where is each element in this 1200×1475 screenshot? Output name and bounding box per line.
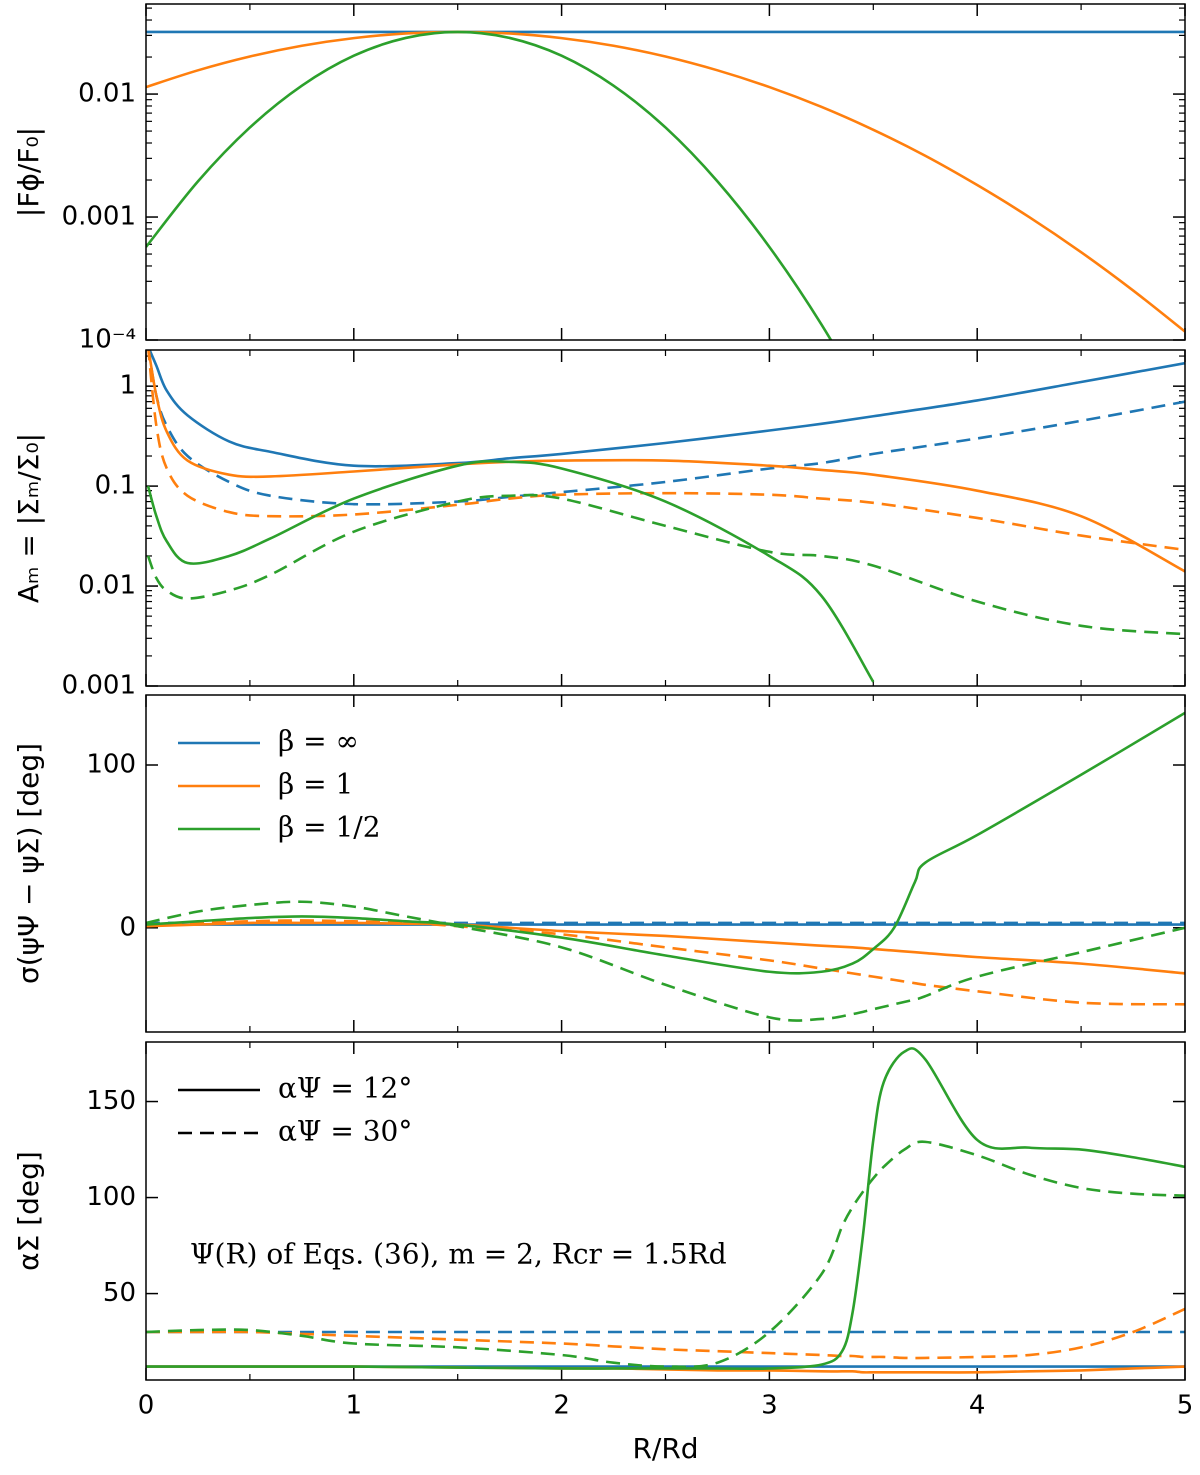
x-tick-label: 5	[1177, 1391, 1194, 1421]
line-series	[147, 350, 1185, 506]
line-series	[148, 350, 1185, 468]
x-tick-label: 2	[553, 1391, 570, 1421]
x-axis-label: R/Rd	[632, 1432, 698, 1465]
y-axis-label: σ(ψΨ − ψΣ) [deg]	[12, 743, 45, 984]
y-tick-label: 0	[119, 912, 136, 942]
line-series	[146, 1047, 1185, 1371]
y-tick-label: 0.01	[78, 571, 136, 601]
line-series	[147, 350, 1185, 573]
annotation: Ψ(R) of Eqs. (36), m = 2, Rcr = 1.5Rd	[190, 1238, 727, 1271]
series-group	[146, 1047, 1185, 1374]
y-axis-label: Aₘ = |Σₘ/Σ₀|	[12, 433, 45, 603]
line-series	[147, 350, 1185, 552]
legend-label: β = 1	[278, 768, 353, 801]
y-axis-label: αΣ [deg]	[12, 1151, 45, 1271]
series-group	[146, 350, 1185, 683]
plot-frame	[145, 694, 1186, 1033]
legend-label: β = ∞	[278, 725, 359, 758]
line-series	[146, 459, 875, 683]
y-tick-label: 150	[86, 1086, 136, 1116]
line-series	[146, 30, 1185, 333]
y-tick-label: 0.001	[62, 202, 136, 232]
legend-label: αΨ = 30°	[278, 1115, 412, 1148]
line-series	[146, 1307, 1185, 1360]
series-group	[146, 30, 1185, 340]
plot-frame	[145, 349, 1186, 687]
line-series	[146, 493, 1185, 636]
line-series	[146, 921, 1185, 975]
line-series	[146, 711, 1185, 975]
y-tick-label: 100	[86, 1182, 136, 1212]
y-tick-label: 10⁻⁴	[79, 325, 136, 355]
y-tick-label: 0.001	[62, 671, 136, 701]
plot-frame	[145, 1041, 1186, 1381]
legend-label: αΨ = 12°	[278, 1072, 412, 1105]
y-tick-label: 0.1	[95, 471, 136, 501]
y-tick-label: 50	[103, 1278, 136, 1308]
plot-frame	[145, 3, 1186, 341]
panel: 0 1 2 3 4 5 50 100 150 αΣ [deg] R/Rd Ψ(R) of Eqs. (…	[12, 1041, 1194, 1465]
line-series	[146, 919, 1185, 1006]
x-tick-label: 0	[138, 1391, 155, 1421]
y-tick-label: 100	[86, 750, 136, 780]
x-tick-label: 4	[969, 1391, 986, 1421]
y-tick-label: 1	[119, 371, 136, 401]
panel: 10⁻⁴ 0.001 0.01 |Fϕ/F₀|	[12, 3, 1186, 355]
line-series	[146, 30, 833, 340]
panel: 0 100 σ(ψΨ − ψΣ) [deg] β = ∞ β = 1 β = 1/2	[12, 694, 1186, 1033]
x-tick-label: 3	[761, 1391, 778, 1421]
series-group	[146, 711, 1185, 1022]
panel: 0.001 0.01 0.1 1 Aₘ = |Σₘ/Σ₀|	[12, 349, 1186, 701]
legend-label: β = 1/2	[278, 811, 381, 844]
y-axis-label: |Fϕ/F₀|	[12, 127, 45, 217]
y-tick-label: 0.01	[78, 79, 136, 109]
x-tick-label: 1	[346, 1391, 363, 1421]
line-series	[146, 900, 1185, 1022]
line-series	[146, 1140, 1185, 1369]
